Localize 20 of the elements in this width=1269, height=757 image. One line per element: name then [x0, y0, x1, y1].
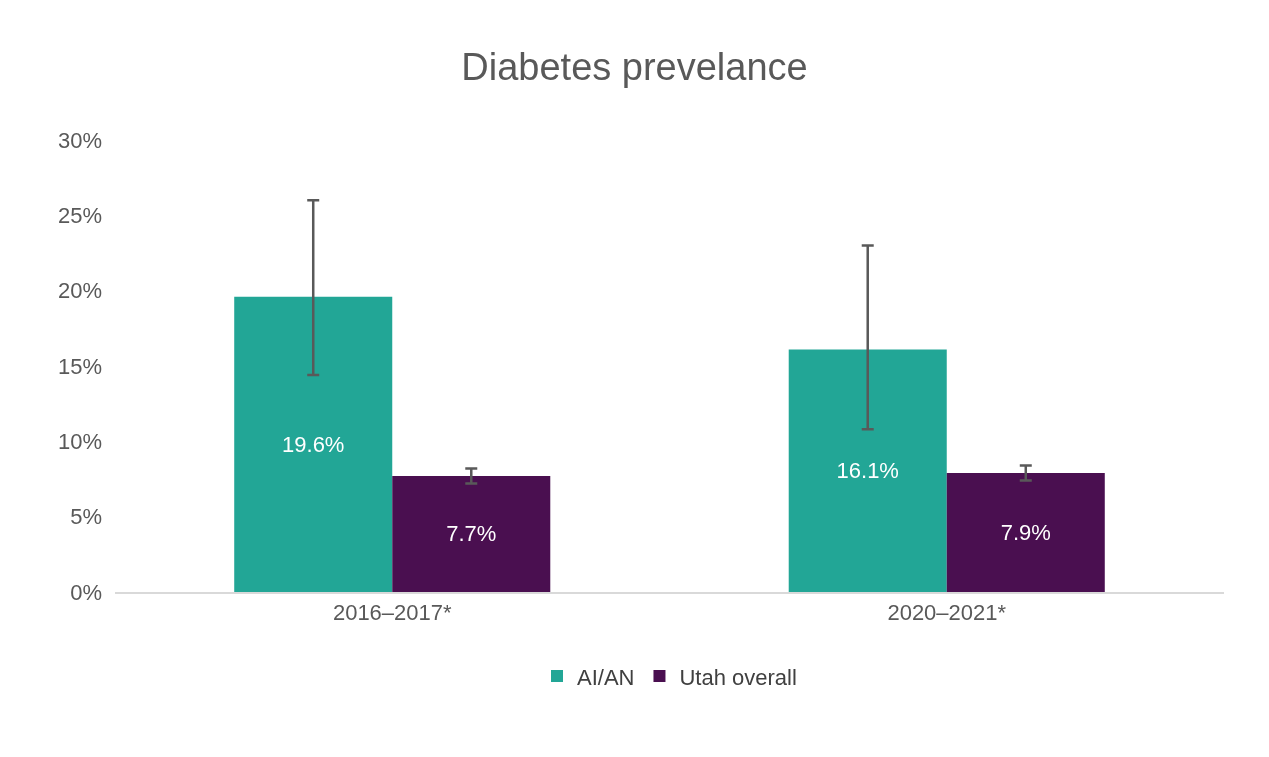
data-label: 16.1%: [836, 458, 899, 484]
legend-label: AI/AN: [577, 664, 635, 690]
y-tick-label: 0%: [70, 579, 102, 605]
x-tick-label: 2016–2017*: [332, 600, 453, 626]
bar: [946, 472, 1105, 592]
y-tick-label: 25%: [57, 203, 102, 229]
data-label: 7.7%: [446, 521, 497, 547]
bar: [788, 349, 947, 592]
y-tick-label: 20%: [57, 278, 102, 304]
chart-title: Diabetes prevelance: [461, 45, 808, 88]
y-tick-label: 15%: [57, 353, 102, 379]
legend-label: Utah overall: [679, 664, 797, 690]
y-tick-label: 5%: [70, 504, 102, 530]
data-label: 19.6%: [282, 431, 345, 457]
x-tick-label: 2020–2021*: [887, 600, 1007, 626]
y-tick-label: 10%: [57, 429, 102, 455]
y-tick-label: 30%: [57, 127, 102, 153]
bar: [392, 475, 551, 592]
bar: [234, 296, 393, 592]
data-label: 7.9%: [1000, 519, 1051, 545]
